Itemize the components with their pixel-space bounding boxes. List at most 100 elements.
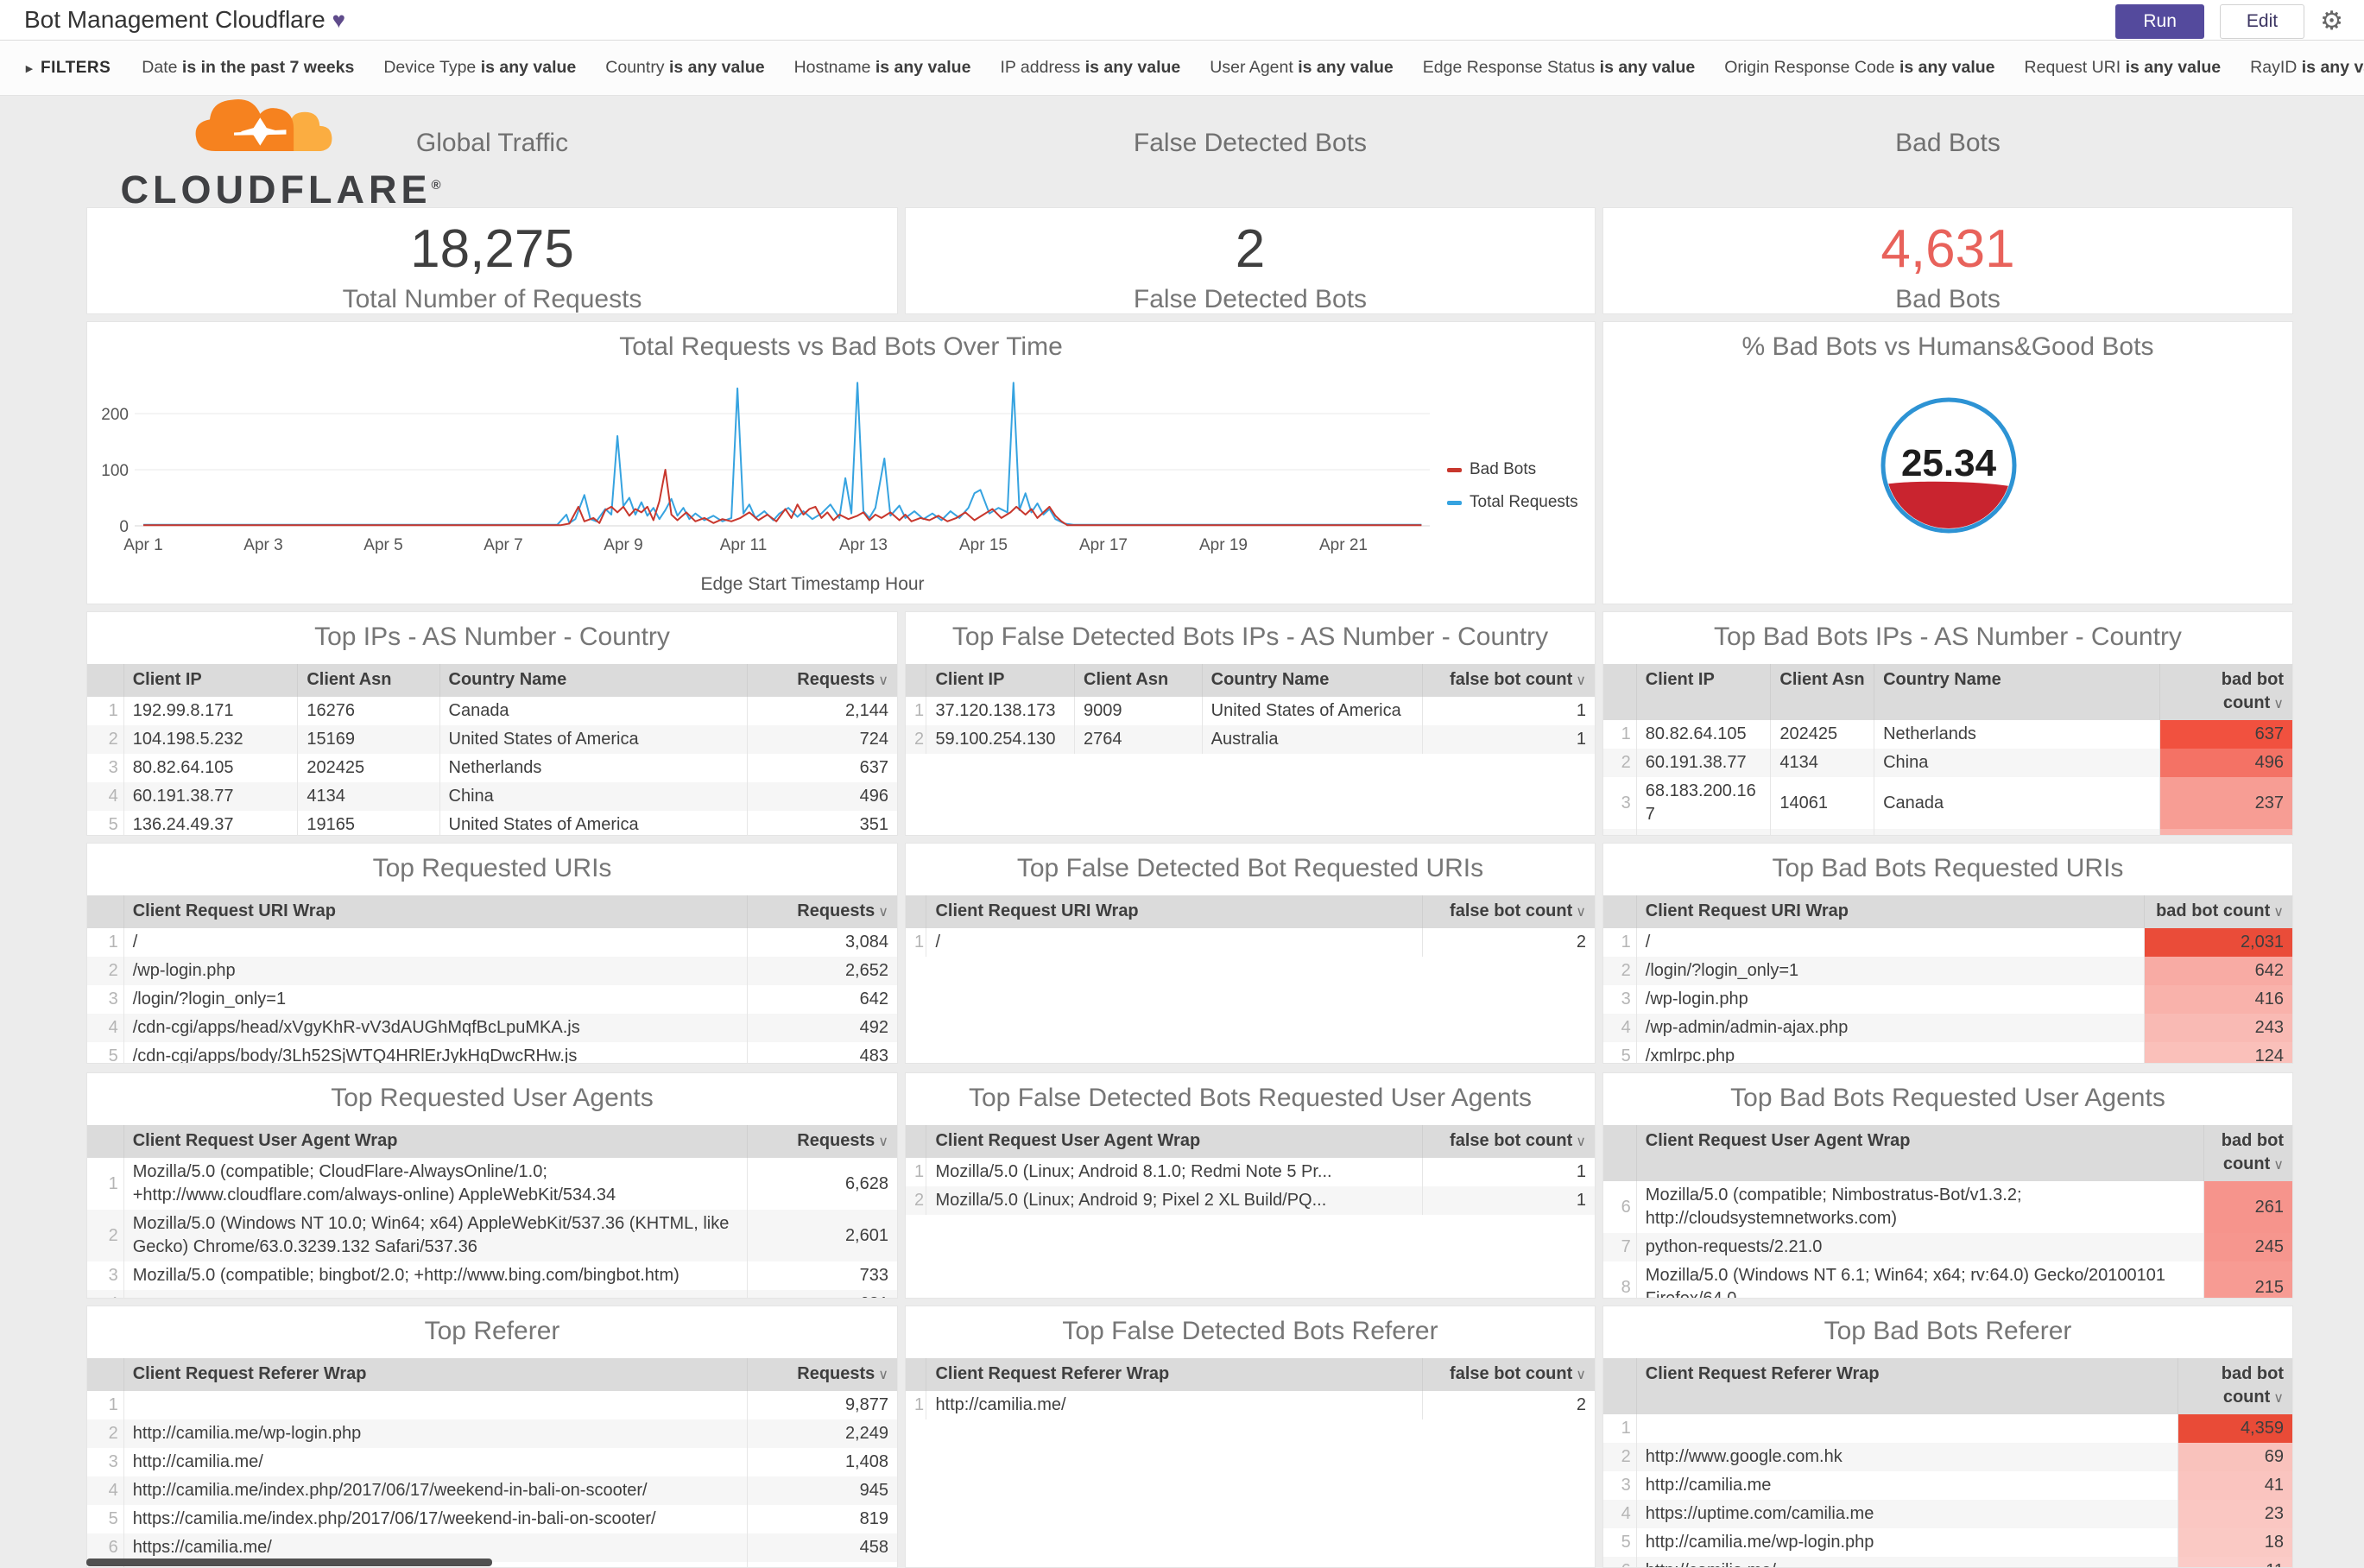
cell[interactable]: 60.191.38.77 — [1635, 749, 1771, 777]
cell[interactable]: 733 — [746, 1261, 897, 1290]
column-header[interactable]: Requests ∨ — [746, 664, 897, 697]
filter-item[interactable]: Edge Response Status is any value — [1422, 58, 1696, 77]
cell[interactable]: 9009 — [1074, 697, 1203, 725]
filter-item[interactable]: RayID is any value — [2250, 58, 2364, 77]
cell[interactable]: /wp-login.php — [1635, 985, 2145, 1014]
sort-desc-icon[interactable]: ∨ — [1576, 905, 1586, 920]
cell[interactable]: 80.82.64.105 — [123, 754, 298, 782]
cell[interactable]: 1 — [1421, 1158, 1595, 1186]
legend-item-bad-bots[interactable]: Bad Bots — [1447, 460, 1578, 479]
cell[interactable]: 2 — [1421, 1391, 1595, 1419]
legend-item-total-requests[interactable]: Total Requests — [1447, 493, 1578, 512]
column-header[interactable]: bad bot count ∨ — [2159, 664, 2292, 720]
sort-desc-icon[interactable]: ∨ — [2273, 1158, 2284, 1173]
cell[interactable]: 124 — [2143, 1042, 2292, 1063]
cell[interactable]: 68.183.200.167 — [1635, 777, 1771, 829]
cell[interactable]: 637 — [2159, 720, 2292, 749]
column-header[interactable]: bad bot count ∨ — [2178, 1358, 2292, 1414]
filter-item[interactable]: Date is in the past 7 weeks — [142, 58, 355, 77]
cell[interactable]: http://www.google.com.hk — [1635, 1443, 2178, 1471]
cell[interactable]: /wp-admin/admin-ajax.php — [1635, 1014, 2145, 1042]
cell[interactable]: 351 — [746, 811, 897, 835]
sort-desc-icon[interactable]: ∨ — [1576, 1368, 1586, 1382]
cell[interactable]: 61.160.221.73 — [1635, 829, 1771, 835]
cell[interactable]: Canada — [439, 697, 748, 725]
column-header[interactable]: Client Request URI Wrap — [123, 895, 748, 928]
cell[interactable] — [1635, 1414, 2178, 1443]
cell[interactable]: 3,084 — [746, 928, 897, 957]
sort-desc-icon[interactable]: ∨ — [878, 673, 888, 688]
column-header[interactable]: bad bot count ∨ — [2143, 895, 2292, 928]
column-header[interactable]: Country Name — [1874, 664, 2160, 720]
column-header[interactable]: Client Asn — [1770, 664, 1874, 720]
cell[interactable]: 4134 — [1770, 749, 1874, 777]
cell[interactable]: 237 — [2159, 777, 2292, 829]
cell[interactable]: 2,031 — [2143, 928, 2292, 957]
column-header[interactable]: Country Name — [1201, 664, 1423, 697]
cell[interactable]: Canada — [1874, 777, 2160, 829]
cell[interactable]: /xmlrpc.php — [1635, 1042, 2145, 1063]
cell[interactable]: 2,652 — [746, 957, 897, 985]
column-header[interactable]: Client Request Referer Wrap — [123, 1358, 748, 1391]
cell[interactable]: Mozilla/5.0 (compatible; Nimbostratus-Bo… — [1635, 1181, 2204, 1233]
column-header[interactable]: Requests ∨ — [746, 1358, 897, 1391]
cell[interactable]: 2,144 — [746, 697, 897, 725]
sort-desc-icon[interactable]: ∨ — [878, 905, 888, 920]
cell[interactable]: 1 — [1421, 725, 1595, 754]
cell[interactable]: 1 — [1421, 1186, 1595, 1215]
cell[interactable]: 202425 — [297, 754, 439, 782]
cell[interactable]: https://uptime.com/camilia.me — [1635, 1500, 2178, 1528]
cell[interactable]: China — [1874, 829, 2160, 835]
cell[interactable]: 11 — [2178, 1557, 2292, 1567]
cell[interactable]: 416 — [2143, 985, 2292, 1014]
sort-desc-icon[interactable]: ∨ — [878, 1135, 888, 1149]
cell[interactable]: 14061 — [1770, 777, 1874, 829]
cell[interactable]: 261 — [2203, 1181, 2292, 1233]
cell[interactable]: 642 — [2143, 957, 2292, 985]
cell[interactable]: / — [926, 928, 1423, 957]
column-header[interactable]: Requests ∨ — [746, 895, 897, 928]
cell[interactable]: 23 — [2178, 1500, 2292, 1528]
sort-desc-icon[interactable]: ∨ — [878, 1368, 888, 1382]
cell[interactable]: 4134 — [297, 782, 439, 811]
cell[interactable]: Mozilla/5.0 (Windows NT 10.0; Win64; x64… — [123, 1210, 748, 1261]
cell[interactable]: 202425 — [1770, 720, 1874, 749]
cell[interactable]: 136.24.49.37 — [123, 811, 298, 835]
column-header[interactable]: false bot count ∨ — [1421, 664, 1595, 697]
column-header[interactable]: Client IP — [123, 664, 298, 697]
sort-desc-icon[interactable]: ∨ — [2273, 1391, 2284, 1406]
cell[interactable]: 2,601 — [746, 1210, 897, 1261]
column-header[interactable]: Client Request Referer Wrap — [926, 1358, 1423, 1391]
cell[interactable]: Mozilla/5.0 (compatible; bingbot/2.0; +h… — [123, 1261, 748, 1290]
column-header[interactable]: Client IP — [926, 664, 1075, 697]
cell[interactable]: /cdn-cgi/apps/head/xVgyKhR-vV3dAUGhMqfBc… — [123, 1014, 748, 1042]
cell[interactable]: 819 — [746, 1505, 897, 1533]
cell[interactable]: 1 — [1421, 697, 1595, 725]
column-header[interactable]: Client Request URI Wrap — [926, 895, 1423, 928]
cell[interactable]: 23650 — [1770, 829, 1874, 835]
cell[interactable]: 80.82.64.105 — [1635, 720, 1771, 749]
cell[interactable]: 284 — [746, 1562, 897, 1567]
column-header[interactable]: Client Request User Agent Wrap — [926, 1125, 1423, 1158]
filter-item[interactable]: Device Type is any value — [383, 58, 577, 77]
column-header[interactable]: Client IP — [1635, 664, 1771, 720]
filter-item[interactable]: User Agent is any value — [1210, 58, 1394, 77]
cell[interactable]: 9,877 — [746, 1391, 897, 1419]
sort-desc-icon[interactable]: ∨ — [2273, 697, 2284, 711]
cell[interactable]: /cdn-cgi/apps/body/3Lh52SjWTQ4HRlErJykHq… — [123, 1042, 748, 1063]
run-button[interactable]: Run — [2115, 4, 2204, 39]
cell[interactable]: 104.198.5.232 — [123, 725, 298, 754]
cell[interactable]: 245 — [2203, 1233, 2292, 1261]
filter-item[interactable]: Origin Response Code is any value — [1724, 58, 1995, 77]
column-header[interactable]: false bot count ∨ — [1421, 1358, 1595, 1391]
cell[interactable]: /login/?login_only=1 — [123, 985, 748, 1014]
cell[interactable]: https://camilia.me/index.php/2017/06/17/… — [123, 1505, 748, 1533]
filter-item[interactable]: Hostname is any value — [793, 58, 971, 77]
cell[interactable]: 483 — [746, 1042, 897, 1063]
horizontal-scrollbar[interactable] — [86, 1559, 492, 1566]
cell[interactable]: Mozilla/5.0 (Linux; Android 8.1.0; Redmi… — [926, 1158, 1423, 1186]
cell[interactable]: 492 — [746, 1014, 897, 1042]
filter-item[interactable]: Country is any value — [605, 58, 765, 77]
cell[interactable]: http://camilia.me/ — [123, 1448, 748, 1476]
cell[interactable]: 458 — [746, 1533, 897, 1562]
